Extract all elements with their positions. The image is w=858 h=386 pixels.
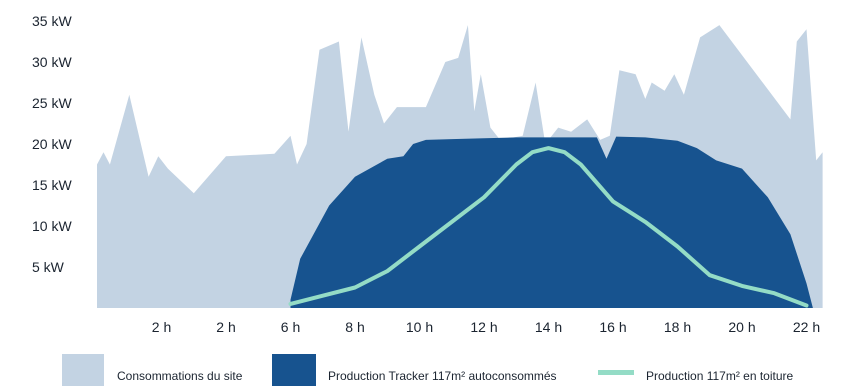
- x-tick-label: 10 h: [406, 319, 433, 335]
- series-rooftop-line: [288, 146, 809, 308]
- legend-label-tracker: Production Tracker 117m² autoconsommés: [328, 369, 557, 383]
- y-axis-ticks: 5 kW 10 kW 15 kW 20 kW 25 kW 30 kW 35 kW: [32, 13, 72, 275]
- legend: Consommations du site Production Tracker…: [62, 354, 794, 386]
- x-tick-label: 14 h: [535, 319, 562, 335]
- x-tick-label: 22 h: [793, 319, 820, 335]
- series-tracker-area: [290, 136, 813, 308]
- x-tick-label: 16 h: [599, 319, 626, 335]
- x-tick-label: 18 h: [664, 319, 691, 335]
- x-tick-label: 2 h: [152, 319, 171, 335]
- series-layer: [97, 25, 823, 308]
- legend-swatch-consumption: [62, 354, 104, 386]
- legend-swatch-rooftop: [598, 370, 634, 375]
- x-tick-label: 6 h: [281, 319, 300, 335]
- y-tick-label: 10 kW: [32, 218, 72, 234]
- legend-swatch-tracker: [272, 354, 316, 386]
- y-tick-label: 15 kW: [32, 177, 72, 193]
- x-tick-label: 2 h: [216, 319, 235, 335]
- x-tick-label: 8 h: [345, 319, 364, 335]
- y-tick-label: 30 kW: [32, 54, 72, 70]
- x-tick-label: 12 h: [470, 319, 497, 335]
- legend-label-rooftop: Production 117m² en toiture: [646, 369, 794, 383]
- y-tick-label: 5 kW: [32, 259, 65, 275]
- y-tick-label: 25 kW: [32, 95, 72, 111]
- x-axis-ticks: 2 h 2 h 6 h 8 h 10 h 12 h 14 h 16 h 18 h 20 h 22 h: [152, 319, 820, 335]
- legend-label-consumption: Consommations du site: [117, 369, 243, 383]
- x-tick-label: 20 h: [728, 319, 755, 335]
- y-tick-label: 20 kW: [32, 136, 72, 152]
- y-tick-label: 35 kW: [32, 13, 72, 29]
